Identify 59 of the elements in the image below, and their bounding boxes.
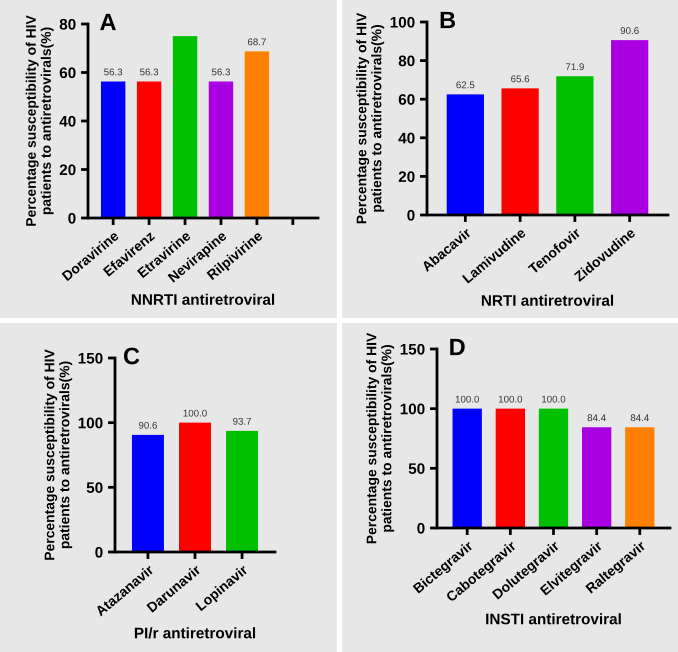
bar [172,36,198,218]
y-tick-label: 60 [398,94,415,105]
y-tick-label: 80 [398,55,415,66]
y-axis-title: Percentage susceptibility of HIV patients to antiretrovirals(%) [26,15,54,226]
chart-title: D [450,338,465,356]
chart-title: B [440,12,456,28]
bar [136,81,162,218]
data-label: 56.3 [140,68,158,76]
x-axis-title: PI/r antiretroviral [134,627,256,639]
bar [226,430,258,552]
y-tick-label: 100 [390,16,415,28]
chart-title: C [124,348,140,364]
y-tick-label: 0 [95,546,103,558]
bar [556,76,594,215]
y-tick-label: 20 [60,164,76,176]
data-label: 68.7 [248,38,266,46]
y-tick-label: 0 [417,522,425,534]
data-label: 56.3 [212,68,230,76]
x-axis-title: NNRTI antiretroviral [132,294,274,305]
data-label: 100.0 [456,396,479,403]
bar [132,434,164,552]
bar [179,422,211,552]
y-tick-label: 60 [60,67,76,78]
y-tick-label: 50 [86,482,103,494]
y-tick-label: 50 [408,463,425,474]
data-label: 65.6 [511,75,530,82]
x-axis-title: INSTI antiretroviral [486,613,621,624]
data-label: 56.3 [104,68,122,76]
y-axis-title: Percentage susceptibility of HIV patients to antiretrovirals(%) [366,332,394,544]
chart-title: A [100,14,116,30]
y-tick-label: 80 [60,18,76,30]
y-tick-label: 150 [400,344,425,355]
y-axis-title: Percentage susceptibility of HIV patients to antiretrovirals(%) [356,12,384,224]
y-tick-label: 0 [407,210,415,221]
x-axis-title: NRTI antiretroviral [482,294,614,306]
data-label: 100.0 [184,410,207,417]
bar [501,88,539,215]
y-tick-label: 150 [78,352,103,364]
y-tick-label: 40 [59,116,76,127]
y-tick-label: 40 [398,132,415,144]
y-tick-label: 0 [68,212,76,224]
data-label: 62.5 [456,81,474,88]
y-tick-label: 100 [400,404,425,414]
data-label: 84.4 [630,414,649,422]
data-label: 100.0 [498,396,522,403]
data-label: 84.4 [588,414,606,422]
bar [244,51,270,218]
y-tick-label: 20 [398,171,415,182]
y-axis-title: Percentage susceptibility of HIV patients to antiretrovirals(%) [44,349,72,560]
bar [446,94,484,215]
bar [611,40,648,215]
data-label: 100.0 [542,396,566,403]
data-label: 90.6 [138,422,157,429]
data-label: 71.9 [566,63,584,70]
data-label: 93.7 [233,418,252,425]
data-label: 90.6 [620,27,639,34]
y-tick-label: 100 [78,418,103,428]
bar [100,81,126,218]
bar [208,81,234,218]
